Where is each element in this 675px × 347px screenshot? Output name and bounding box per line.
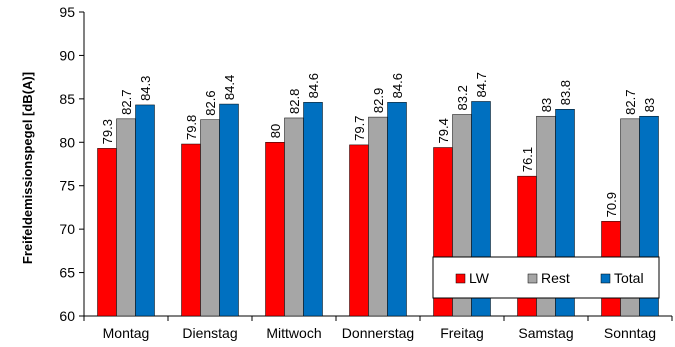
legend-swatch: [600, 273, 611, 284]
y-tick-label: 95: [59, 4, 75, 20]
data-label: 82.6: [203, 90, 218, 115]
x-tick-label: Freitag: [440, 325, 484, 341]
x-tick-labels: Montag Dienstag Mittwoch Donnerstag Freitag S…: [103, 325, 656, 341]
bar: [219, 103, 239, 317]
legend-label: Rest: [541, 270, 570, 286]
data-label: 82.9: [371, 88, 386, 113]
bar: [349, 144, 369, 317]
data-label: 76.1: [520, 147, 535, 172]
x-tick-label: Montag: [103, 325, 150, 341]
data-labels: 79.3 82.7 84.3 79.8 82.6 84.4 80 82.8 84.6 79.7 82…: [100, 72, 657, 217]
bar: [265, 142, 285, 317]
data-label: 84.3: [138, 76, 153, 101]
x-tick-label: Samstag: [518, 325, 573, 341]
legend-swatch: [527, 273, 538, 284]
bar: [303, 102, 323, 317]
data-label: 83.8: [558, 80, 573, 105]
data-label: 80: [268, 124, 283, 138]
bar: [284, 117, 304, 317]
y-tick-label: 70: [59, 221, 75, 237]
y-axis-label: Freifeldemissionspegel [dB(A)]: [20, 72, 35, 264]
x-tick-label: Mittwoch: [266, 325, 321, 341]
data-label: 79.4: [436, 118, 451, 143]
bar: [200, 119, 220, 317]
legend: LW Rest Total: [432, 256, 660, 299]
legend-box: [432, 256, 660, 299]
data-label: 79.7: [352, 116, 367, 141]
data-label: 82.8: [287, 89, 302, 114]
data-label: 83.2: [455, 85, 470, 110]
data-label: 84.6: [390, 73, 405, 98]
y-tick-label: 65: [59, 265, 75, 281]
data-label: 82.7: [623, 90, 638, 115]
legend-label: Total: [614, 270, 644, 286]
y-tick-label: 60: [59, 308, 75, 324]
data-label: 79.3: [100, 119, 115, 144]
y-tick-label: 75: [59, 178, 75, 194]
data-label: 84.4: [222, 75, 237, 100]
bar: [135, 104, 155, 317]
x-tick-label: Donnerstag: [342, 325, 414, 341]
legend-swatch: [455, 273, 466, 284]
x-tick-label: Sonntag: [604, 325, 656, 341]
data-label: 83: [642, 98, 657, 112]
x-tick-label: Dienstag: [182, 325, 237, 341]
data-label: 79.8: [184, 115, 199, 140]
bar: [368, 116, 388, 317]
bar: [116, 118, 136, 317]
bar: [387, 102, 407, 317]
y-tick-labels: 60 65 70 75 80 85 90 95: [59, 4, 75, 324]
y-tick-label: 85: [59, 91, 75, 107]
data-label: 82.7: [119, 90, 134, 115]
data-label: 84.7: [474, 72, 489, 97]
bar: [181, 143, 201, 317]
legend-label: LW: [469, 270, 490, 286]
y-tick-label: 90: [59, 47, 75, 63]
y-tick-label: 80: [59, 134, 75, 150]
data-label: 70.9: [604, 192, 619, 217]
bar: [97, 148, 117, 317]
data-label: 84.6: [306, 73, 321, 98]
data-label: 83: [539, 98, 554, 112]
